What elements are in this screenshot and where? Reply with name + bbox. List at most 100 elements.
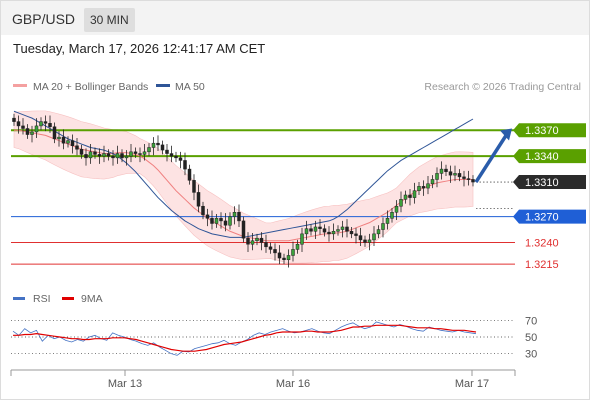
candle-body-down bbox=[408, 194, 412, 198]
x-tick-label: Mar 16 bbox=[276, 378, 310, 390]
candle bbox=[408, 188, 412, 206]
candle bbox=[12, 113, 16, 126]
candle bbox=[223, 213, 228, 232]
candle-body-down bbox=[111, 155, 115, 159]
candle-body-down bbox=[70, 140, 75, 147]
candle-body-down bbox=[75, 145, 79, 150]
candle bbox=[21, 118, 25, 135]
candle-body-up bbox=[115, 153, 120, 159]
candle-body-down bbox=[466, 178, 471, 180]
candle bbox=[183, 152, 187, 176]
candle bbox=[358, 227, 363, 246]
candle-body-down bbox=[471, 179, 475, 183]
candle bbox=[174, 151, 178, 163]
candle-body-down bbox=[165, 149, 169, 154]
candle-body-up bbox=[453, 173, 457, 176]
candle bbox=[421, 180, 426, 196]
candle-body-down bbox=[210, 218, 214, 224]
price-label-box-1.3270 bbox=[513, 209, 586, 224]
candle bbox=[147, 143, 151, 157]
candle-body-up bbox=[147, 147, 151, 153]
candle bbox=[372, 226, 376, 246]
candle bbox=[124, 150, 129, 166]
candle bbox=[331, 223, 336, 240]
price-label-1.3340: 1.3340 bbox=[525, 151, 559, 163]
candle-body-down bbox=[349, 231, 354, 235]
candle-body-down bbox=[138, 153, 142, 155]
candle bbox=[48, 115, 52, 133]
price-label-1.3270: 1.3270 bbox=[525, 212, 559, 224]
candle-body-down bbox=[268, 246, 273, 250]
bollinger-band-layer bbox=[13, 110, 474, 264]
ma50-legend-label: MA 50 bbox=[175, 81, 205, 93]
candle bbox=[345, 219, 349, 238]
candle bbox=[363, 235, 367, 247]
candle bbox=[156, 135, 160, 151]
candle bbox=[205, 208, 210, 227]
candle-body-up bbox=[57, 136, 61, 140]
candle bbox=[88, 144, 93, 164]
rsi-panel: 30 50 70 bbox=[11, 315, 537, 361]
candle bbox=[435, 167, 439, 188]
rsi-tick-label-70: 70 bbox=[525, 315, 537, 327]
price-label-box-1.3370 bbox=[513, 123, 586, 138]
candle-body-up bbox=[102, 153, 106, 157]
candle-body-down bbox=[106, 153, 111, 157]
candle bbox=[133, 147, 138, 158]
candle bbox=[25, 124, 30, 139]
candle bbox=[61, 129, 66, 150]
candle bbox=[376, 225, 381, 239]
candle bbox=[462, 170, 466, 187]
candle-body-up bbox=[142, 151, 147, 155]
candle bbox=[282, 253, 286, 265]
candle-body-down bbox=[187, 168, 192, 181]
candle-body-up bbox=[250, 240, 255, 245]
candle-body-up bbox=[417, 186, 421, 191]
candle bbox=[444, 164, 448, 176]
candle-body-up bbox=[430, 179, 435, 185]
candle-body-up bbox=[394, 205, 399, 213]
candle-body-up bbox=[291, 249, 295, 256]
candle bbox=[439, 161, 444, 180]
candle bbox=[111, 150, 115, 166]
candle bbox=[75, 138, 79, 156]
candle bbox=[228, 212, 232, 230]
candle bbox=[52, 122, 57, 144]
candle bbox=[385, 210, 390, 230]
candle bbox=[277, 245, 282, 265]
rsi-tick-label-50: 50 bbox=[525, 332, 537, 344]
candle-body-down bbox=[345, 226, 349, 232]
interval-button[interactable]: 30 MIN bbox=[84, 8, 135, 32]
candle bbox=[471, 175, 475, 187]
candle bbox=[318, 219, 322, 235]
candle bbox=[259, 232, 264, 251]
candle-body-up bbox=[426, 183, 430, 189]
x-tick-label: Mar 13 bbox=[108, 378, 142, 390]
forecast-arrow-layer bbox=[474, 128, 512, 183]
candle bbox=[390, 207, 394, 223]
candle bbox=[210, 210, 214, 230]
candle-body-down bbox=[358, 235, 363, 241]
candle-body-up bbox=[390, 212, 394, 219]
candle bbox=[246, 232, 250, 252]
candle-body-down bbox=[219, 218, 223, 222]
candle bbox=[30, 125, 34, 143]
price-label-1.3310: 1.3310 bbox=[525, 177, 559, 189]
candle-body-down bbox=[16, 121, 21, 127]
candle bbox=[336, 225, 340, 236]
candle-body-down bbox=[309, 228, 313, 232]
candle bbox=[142, 144, 147, 161]
chart-datetime: Tuesday, March 17, 2026 12:41:17 AM CET bbox=[13, 41, 266, 56]
candle-body-down bbox=[246, 237, 250, 245]
candle-body-up bbox=[228, 216, 232, 226]
candle-body-down bbox=[237, 212, 241, 222]
candle-body-up bbox=[129, 151, 133, 157]
candle-body-down bbox=[282, 257, 286, 261]
candle-body-down bbox=[192, 180, 196, 193]
candle-body-up bbox=[151, 142, 156, 148]
candle bbox=[399, 191, 403, 213]
candle bbox=[232, 206, 237, 225]
candle-body-down bbox=[183, 160, 187, 170]
candles-layer bbox=[12, 113, 475, 268]
